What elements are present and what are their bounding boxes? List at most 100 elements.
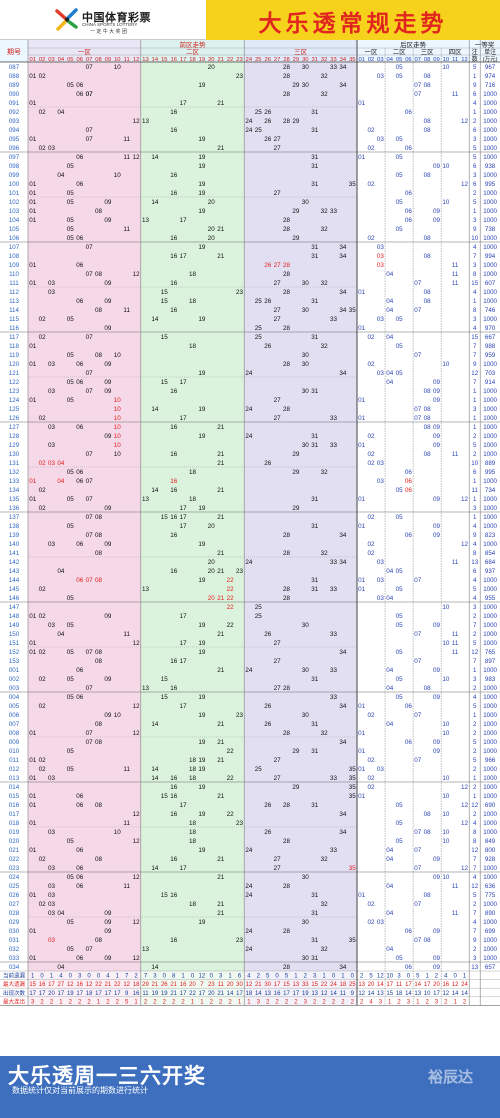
stats-front-value: 30 <box>236 982 243 988</box>
stats-front-value: 15 <box>283 982 290 988</box>
front-draw-number: 09 <box>104 217 112 224</box>
stats-front-value: 23 <box>208 982 215 988</box>
front-number-index: 08 <box>95 57 101 63</box>
stats-front-value: 2 <box>266 999 270 1005</box>
front-draw-number: 34 <box>339 370 347 377</box>
back-subzone-header: 四区 <box>449 48 463 56</box>
front-draw-number: 24 <box>245 946 253 953</box>
winner-count: 13 <box>471 559 478 566</box>
back-draw-number: 11 <box>452 883 459 890</box>
prize-amount: 928 <box>485 856 496 863</box>
stats-front-value: 17 <box>274 982 281 988</box>
back-draw-number: 09 <box>433 388 441 395</box>
front-draw-number: 08 <box>95 658 103 665</box>
front-draw-number: 35 <box>349 865 357 872</box>
front-draw-number: 11 <box>123 154 130 161</box>
stats-front-value: 17 <box>58 991 65 997</box>
stats-front-value: 7 <box>200 982 204 988</box>
front-draw-number: 18 <box>189 838 197 845</box>
front-draw-number: 05 <box>67 397 75 404</box>
back-draw-number: 12 <box>461 865 469 872</box>
winner-count: 1 <box>473 478 477 485</box>
back-draw-number: 09 <box>433 433 441 440</box>
front-draw-number: 09 <box>104 280 112 287</box>
front-draw-number: 23 <box>236 73 244 80</box>
front-draw-number: 07 <box>86 244 94 251</box>
prize-amount: 1000 <box>483 631 497 638</box>
front-draw-number: 28 <box>283 262 291 269</box>
front-draw-number: 27 <box>274 307 282 314</box>
front-draw-number: 18 <box>189 820 197 827</box>
back-draw-number: 02 <box>368 919 376 926</box>
winner-count: 3 <box>473 217 477 224</box>
stats-front-value: 2 <box>304 974 308 980</box>
winner-count: 7 <box>473 622 477 629</box>
period-cell: 139 <box>9 532 20 539</box>
watermark: 裕辰达 <box>428 1069 474 1086</box>
front-draw-number: 07 <box>86 649 94 656</box>
stats-back-value: 0 <box>407 974 411 980</box>
front-draw-number: 17 <box>180 253 188 260</box>
period-cell: 152 <box>9 649 20 656</box>
prize-amount: 1000 <box>483 415 497 422</box>
prize-amount: 1000 <box>483 451 497 458</box>
back-draw-number: 11 <box>452 91 459 98</box>
back-draw-number: 06 <box>405 739 413 746</box>
winner-count: 4 <box>473 820 477 827</box>
prize-amount: 1000 <box>483 640 497 647</box>
front-draw-number: 30 <box>302 955 310 962</box>
winner-count: 8 <box>473 838 477 845</box>
front-draw-number: 19 <box>198 640 206 647</box>
period-cell: 026 <box>9 892 20 899</box>
front-draw-number: 22 <box>227 586 235 593</box>
front-draw-number: 24 <box>245 847 253 854</box>
back-number-index: 11 <box>452 57 458 63</box>
stats-front-value: 26 <box>161 982 168 988</box>
front-draw-number: 26 <box>264 829 272 836</box>
front-draw-number: 13 <box>142 946 150 953</box>
stats-front-value: 0 <box>87 974 91 980</box>
front-draw-number: 06 <box>76 847 84 854</box>
front-draw-number: 06 <box>76 298 84 305</box>
back-draw-number: 06 <box>405 964 413 971</box>
front-draw-number: 16 <box>170 253 178 260</box>
front-draw-number: 16 <box>170 487 178 494</box>
front-draw-number: 08 <box>95 937 103 944</box>
brand-name: 中国体育彩票 <box>82 12 151 24</box>
stats-front-value: 2 <box>313 999 317 1005</box>
winner-count: 10 <box>471 460 478 467</box>
back-draw-number: 04 <box>386 307 394 314</box>
back-draw-number: 06 <box>405 703 413 710</box>
prize-amount: 1000 <box>483 703 497 710</box>
front-draw-number: 29 <box>292 208 300 215</box>
period-cell: 131 <box>9 460 20 467</box>
prize-amount: 995 <box>485 181 496 188</box>
back-draw-number: 05 <box>396 154 404 161</box>
front-draw-number: 18 <box>189 766 197 773</box>
front-draw-number: 03 <box>48 883 56 890</box>
stats-back-value: 13 <box>414 991 421 997</box>
stats-front-value: 17 <box>29 991 36 997</box>
front-draw-number: 32 <box>321 280 329 287</box>
winner-count: 5 <box>473 640 477 647</box>
front-draw-number: 17 <box>180 514 188 521</box>
back-draw-number: 02 <box>368 127 376 134</box>
back-draw-number: 01 <box>358 703 366 710</box>
stats-back-value: 2 <box>444 999 448 1005</box>
prize-amount: 1000 <box>483 199 497 206</box>
front-draw-number: 05 <box>67 163 75 170</box>
front-draw-number: 25 <box>255 334 263 341</box>
stats-front-value: 17 <box>76 991 83 997</box>
front-draw-number: 28 <box>283 271 291 278</box>
winner-count: 4 <box>473 595 477 602</box>
back-draw-number: 10 <box>442 874 450 881</box>
stats-front-value: 2 <box>257 974 261 980</box>
winner-count: 9 <box>473 937 477 944</box>
front-draw-number: 30 <box>302 280 310 287</box>
stats-front-value: 1 <box>116 974 120 980</box>
front-draw-number: 14 <box>151 766 159 773</box>
winner-count: 1 <box>473 424 477 431</box>
winner-count: 5 <box>473 154 477 161</box>
stats-front-value: 17 <box>293 991 300 997</box>
winner-count: 2 <box>473 721 477 728</box>
